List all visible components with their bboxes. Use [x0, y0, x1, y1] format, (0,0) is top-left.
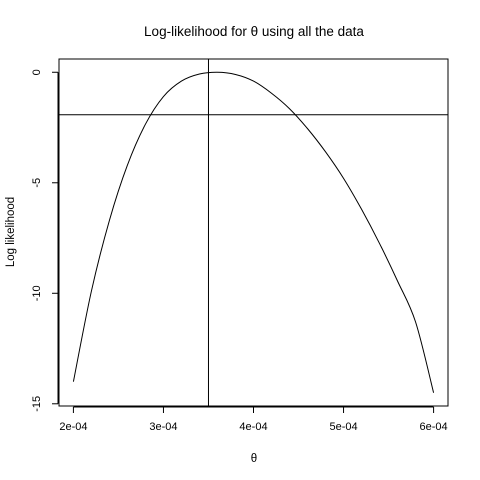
y-tick-label: -15: [31, 396, 43, 412]
log-likelihood-curve: [72, 71, 435, 393]
y-tick-label: 0: [31, 69, 43, 75]
y-axis-title: Log likelihood: [5, 197, 17, 267]
x-tick-label: 6e-04: [420, 421, 448, 433]
x-tick-label: 2e-04: [59, 421, 87, 433]
y-tick-label: -10: [31, 285, 43, 301]
x-tick-label: 3e-04: [149, 421, 177, 433]
y-tick-label: -5: [31, 178, 43, 188]
plot-area: 2e-04 3e-04 4e-04 5e-04 6e-04 0 -5 -10 -15: [31, 58, 449, 433]
x-axis-title: θ: [251, 453, 257, 465]
plot-frame: [58, 58, 449, 407]
x-tick-label: 5e-04: [329, 421, 357, 433]
x-tick-label: 4e-04: [239, 421, 267, 433]
chart-title: Log-likelihood for θ using all the data: [144, 24, 364, 39]
